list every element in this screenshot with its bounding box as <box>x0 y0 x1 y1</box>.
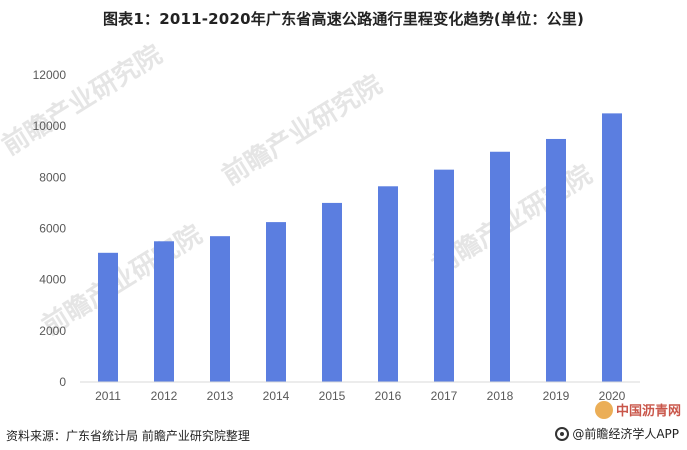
bar-2017 <box>434 169 454 382</box>
chart-title: 图表1：2011-2020年广东省高速公路通行里程变化趋势(单位：公里) <box>102 10 585 28</box>
y-tick-label: 6000 <box>39 222 66 236</box>
y-axis: 0 2000 4000 6000 8000 10000 12000 <box>33 68 67 389</box>
x-tick-label: 2011 <box>95 389 121 403</box>
source-note: 资料来源：广东省统计局 前瞻产业研究院整理 <box>6 429 250 443</box>
brand-logo-icon <box>555 426 570 441</box>
bar-2016 <box>378 186 398 382</box>
y-tick-label: 2000 <box>39 324 66 338</box>
bar-2018 <box>490 151 510 382</box>
stamp-logo: 中国沥青网 <box>594 400 681 419</box>
x-tick-label: 2017 <box>431 389 458 403</box>
y-tick-label: 10000 <box>33 119 67 133</box>
stamp-text: 中国沥青网 <box>615 404 681 419</box>
x-tick-label: 2016 <box>375 389 402 403</box>
brand-text: @前瞻经济学人APP <box>572 427 679 441</box>
bar-2011 <box>98 252 118 382</box>
y-tick-label: 8000 <box>39 170 66 184</box>
bars <box>98 113 622 382</box>
bar-2019 <box>546 138 566 382</box>
y-tick-label: 0 <box>59 375 66 389</box>
x-tick-label: 2013 <box>207 389 234 403</box>
x-tick-label: 2012 <box>151 389 178 403</box>
bar-2012 <box>154 241 174 382</box>
bar-2014 <box>266 222 286 382</box>
x-tick-label: 2018 <box>487 389 514 403</box>
x-tick-label: 2019 <box>543 389 570 403</box>
x-tick-label: 2014 <box>263 389 290 403</box>
x-tick-label: 2015 <box>319 389 346 403</box>
stamp-icon <box>594 400 613 419</box>
bar-2020 <box>602 113 622 382</box>
bar-2015 <box>322 202 342 382</box>
y-tick-label: 12000 <box>33 68 67 82</box>
x-axis: 2011 2012 2013 2014 2015 2016 2017 2018 2019 2020 <box>95 389 626 403</box>
brand-credit: @前瞻经济学人APP <box>555 425 679 442</box>
bar-2013 <box>210 236 230 382</box>
bar-chart: 0 2000 4000 6000 8000 10000 12000 2011 2012 2013… <box>33 68 640 403</box>
y-tick-label: 4000 <box>39 273 66 287</box>
x-tick-label: 2020 <box>599 389 626 403</box>
